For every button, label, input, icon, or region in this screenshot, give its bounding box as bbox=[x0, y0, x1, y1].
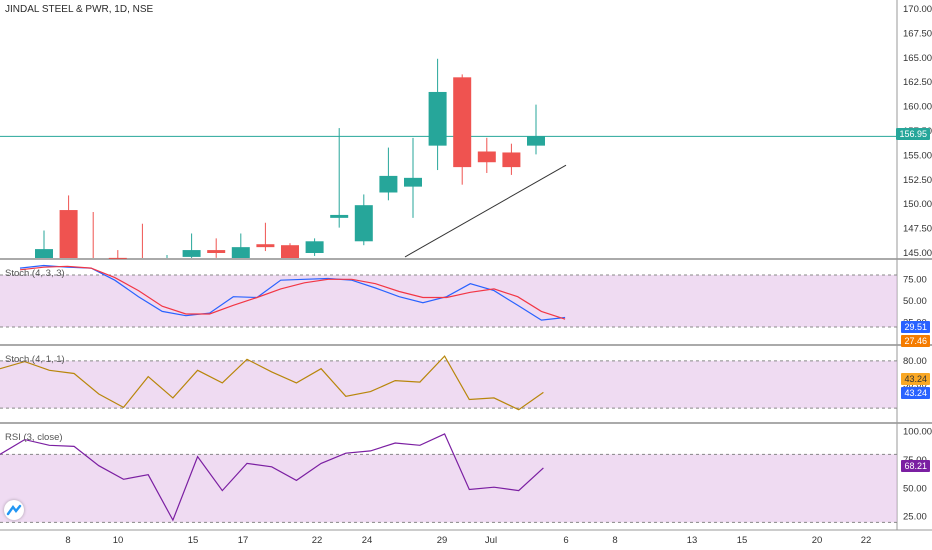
date-tick-label: 17 bbox=[238, 535, 249, 546]
price-tick-label: 160.00 bbox=[903, 102, 932, 113]
date-tick-label: 15 bbox=[737, 535, 748, 546]
price-tick-label: 147.50 bbox=[903, 224, 932, 235]
candle-body bbox=[108, 257, 127, 259]
price-tick-label: 152.50 bbox=[903, 175, 932, 186]
stoch1-title: Stoch (4, 3, 3) bbox=[5, 268, 65, 279]
rsi-title: RSI (3, close) bbox=[5, 432, 63, 443]
rsi-tick-label: 100.00 bbox=[903, 427, 932, 438]
last-price-badge: 156.95 bbox=[896, 128, 930, 140]
rsi-tick-label: 50.00 bbox=[903, 483, 927, 494]
candle-body bbox=[305, 241, 324, 253]
rsi-line bbox=[0, 433, 544, 522]
date-tick-label: 15 bbox=[188, 535, 199, 546]
stoch1-tick-label: 75.00 bbox=[903, 274, 927, 285]
trendline bbox=[404, 164, 567, 258]
price-tick-label: 165.00 bbox=[903, 53, 932, 64]
candle-body bbox=[404, 177, 422, 187]
date-tick-label: 6 bbox=[563, 535, 568, 546]
date-tick-label: 29 bbox=[437, 535, 448, 546]
candle-body bbox=[35, 249, 53, 258]
stoch2-badge-b: 43.24 bbox=[901, 387, 930, 399]
symbol-title: JINDAL STEEL & PWR, 1D, NSE bbox=[5, 4, 154, 15]
candle-body bbox=[231, 247, 250, 258]
candle-body bbox=[182, 250, 201, 257]
price-tick-label: 162.50 bbox=[903, 77, 932, 88]
stoch2-tick-label: 50.00 bbox=[903, 380, 927, 391]
candle-body bbox=[477, 151, 496, 163]
date-tick-label: 20 bbox=[812, 535, 823, 546]
candle-body bbox=[354, 205, 373, 242]
stoch2-title: Stoch (4, 1, 1) bbox=[5, 354, 65, 365]
candle-body bbox=[502, 152, 521, 168]
price-tick-label: 150.00 bbox=[903, 199, 932, 210]
date-tick-label: 8 bbox=[612, 535, 617, 546]
candle-body bbox=[59, 210, 78, 258]
stoch1-band bbox=[0, 275, 897, 327]
stoch1-k-badge: 29.51 bbox=[901, 321, 930, 333]
price-tick-label: 167.50 bbox=[903, 28, 932, 39]
rsi-tick-label: 25.00 bbox=[903, 512, 927, 523]
candle-body bbox=[207, 250, 226, 253]
date-tick-label: 10 bbox=[113, 535, 124, 546]
date-tick-label: 8 bbox=[65, 535, 70, 546]
rsi-badge: 68.21 bbox=[901, 460, 930, 472]
candle-body bbox=[379, 175, 398, 193]
stoch2-badge-a: 43.24 bbox=[901, 373, 930, 385]
candle-body bbox=[428, 91, 447, 146]
price-tick-label: 170.00 bbox=[903, 4, 932, 15]
candle-body bbox=[281, 245, 299, 258]
stoch1-tick-label: 50.00 bbox=[903, 296, 927, 307]
price-tick-label: 145.00 bbox=[903, 248, 932, 259]
price-tick-label: 155.00 bbox=[903, 150, 932, 161]
date-tick-label: 13 bbox=[687, 535, 698, 546]
date-tick-label: 22 bbox=[861, 535, 872, 546]
stoch2-tick-label: 80.00 bbox=[903, 356, 927, 367]
date-tick-label: Jul bbox=[485, 535, 497, 546]
tradingview-logo-icon[interactable] bbox=[4, 500, 24, 520]
rsi-band bbox=[0, 454, 897, 523]
stoch1-d-badge: 27.46 bbox=[901, 335, 930, 347]
candle-body bbox=[527, 136, 545, 146]
date-tick-label: 24 bbox=[362, 535, 373, 546]
candle-body bbox=[256, 244, 275, 248]
date-tick-label: 22 bbox=[312, 535, 323, 546]
stoch2-band bbox=[0, 360, 897, 409]
candle-body bbox=[330, 214, 349, 218]
stoch2-line bbox=[0, 355, 544, 411]
stoch1-k-line bbox=[19, 264, 566, 321]
candle-body bbox=[453, 77, 472, 168]
stoch1-d-line bbox=[19, 265, 566, 320]
